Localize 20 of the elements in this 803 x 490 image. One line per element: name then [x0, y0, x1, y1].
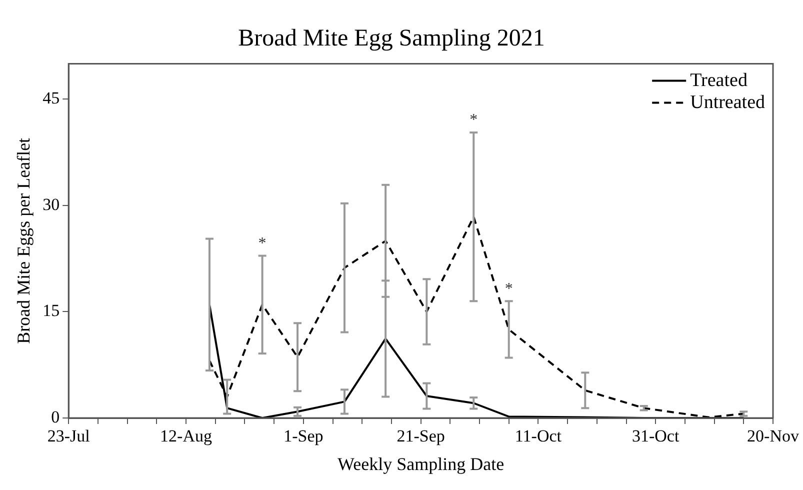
x-tick-label: 12-Aug: [160, 426, 212, 446]
legend-label: Treated: [690, 70, 748, 91]
x-tick-label: 20-Nov: [747, 426, 800, 446]
y-tick-label: 15: [42, 301, 60, 320]
y-tick-label: 0: [51, 407, 60, 426]
y-tick-label: 30: [42, 194, 60, 214]
annotation: *: [470, 112, 478, 129]
x-tick-label: 23-Jul: [47, 426, 90, 446]
y-axis-title: Broad Mite Eggs per Leaflet: [14, 138, 34, 344]
x-axis-title: Weekly Sampling Date: [338, 454, 504, 474]
y-tick-label: 45: [42, 88, 60, 108]
x-tick-label: 21-Sep: [396, 426, 445, 446]
annotation: *: [258, 234, 266, 252]
annotation: *: [504, 280, 513, 298]
x-tick-label: 1-Sep: [284, 426, 324, 446]
line-series: [208, 216, 745, 418]
chart-title: Broad Mite Egg Sampling 2021: [238, 26, 545, 52]
legend-label: Untreated: [690, 92, 766, 113]
x-tick-label: 11-Oct: [514, 426, 562, 446]
x-tick-label: 31-Oct: [632, 426, 680, 446]
